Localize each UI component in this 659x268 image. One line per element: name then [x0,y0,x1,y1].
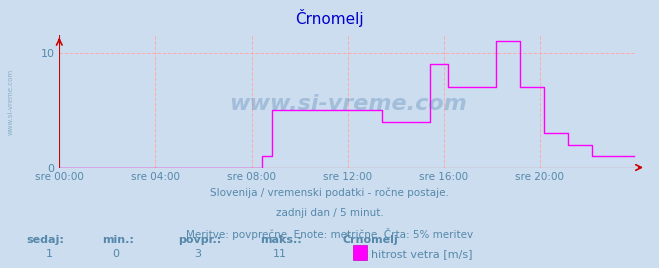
Text: 11: 11 [273,249,287,259]
Text: hitrost vetra [m/s]: hitrost vetra [m/s] [371,249,473,259]
Text: 0: 0 [112,249,119,259]
Text: 1: 1 [46,249,53,259]
Text: Meritve: povprečne  Enote: metrične  Črta: 5% meritev: Meritve: povprečne Enote: metrične Črta:… [186,228,473,240]
Text: zadnji dan / 5 minut.: zadnji dan / 5 minut. [275,208,384,218]
Text: 3: 3 [194,249,201,259]
Text: Črnomelj: Črnomelj [343,233,399,245]
Text: sedaj:: sedaj: [26,235,64,245]
Text: maks.:: maks.: [260,235,302,245]
Text: min.:: min.: [102,235,134,245]
Text: www.si-vreme.com: www.si-vreme.com [8,69,14,135]
Text: Slovenija / vremenski podatki - ročne postaje.: Slovenija / vremenski podatki - ročne po… [210,188,449,198]
Text: Črnomelj: Črnomelj [295,9,364,27]
Text: www.si-vreme.com: www.si-vreme.com [229,94,467,114]
Text: povpr.:: povpr.: [178,235,221,245]
